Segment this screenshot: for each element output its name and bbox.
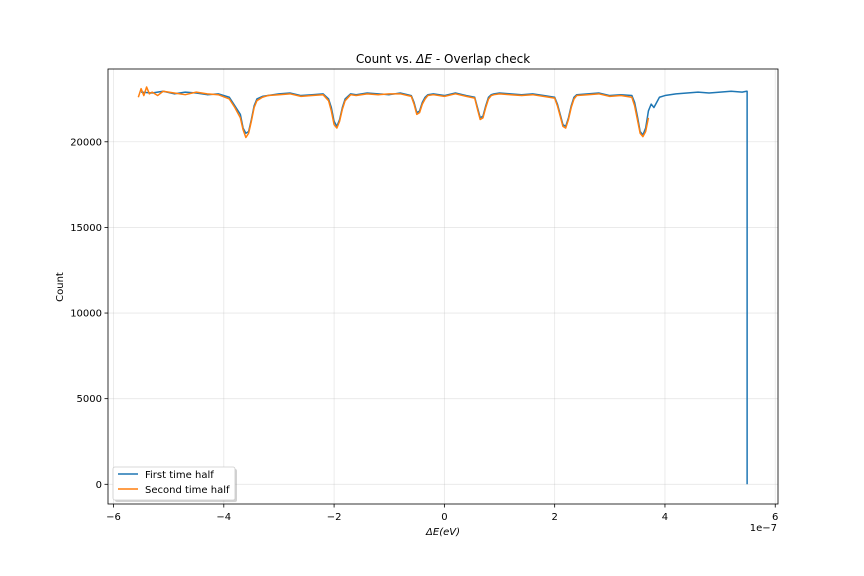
x-offset-text: 1e−7 [750,523,777,534]
plot-frame [107,68,779,505]
chart-title: Count vs. ΔE - Overlap check [356,52,530,66]
y-tick-label: 10000 [70,309,102,320]
legend-label-first-time-half: First time half [145,470,214,481]
x-tick-label: −6 [106,512,121,523]
title-math: ΔE [415,52,432,66]
x-axis-label: ΔE(eV) [425,527,460,538]
legend-label-second-time-half: Second time half [145,485,230,496]
x-tick-label: 6 [772,512,778,523]
y-tick-label: 5000 [77,394,102,405]
y-axis-label: Count [55,272,66,302]
y-tick-label: 20000 [70,137,102,148]
series-line-second-time-half [137,86,650,139]
legend-box [112,466,236,501]
x-tick-label: 0 [441,512,447,523]
series-layer [137,86,748,485]
y-tick-label: 15000 [70,223,102,234]
x-tick-label: 4 [662,512,668,523]
x-tick-label: 2 [551,512,557,523]
x-tick-label: −2 [327,512,342,523]
ticks: −6 −4 −2 0 2 4 6 0 5000 10000 15000 20000 [70,137,778,523]
legend: First time half Second time half [112,466,237,502]
y-tick-label: 0 [96,480,102,491]
x-tick-label: −4 [216,512,231,523]
